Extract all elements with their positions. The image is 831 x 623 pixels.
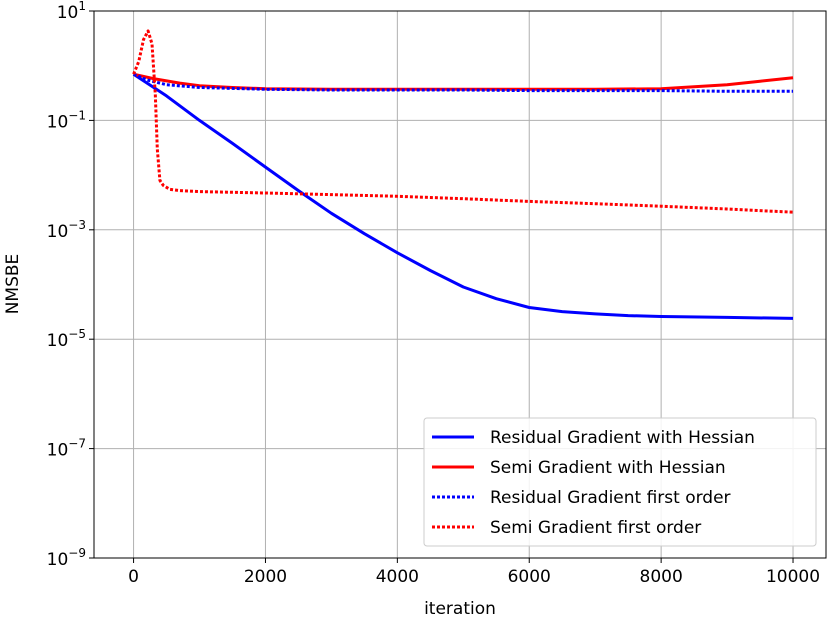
y-tick-label-exponent: −3 bbox=[68, 218, 86, 232]
x-tick-label: 4000 bbox=[376, 567, 419, 587]
y-tick-label-base: 10 bbox=[47, 441, 69, 461]
y-tick-label-base: 10 bbox=[47, 550, 69, 570]
legend: Residual Gradient with Hessian Semi Gradi… bbox=[423, 417, 817, 547]
x-tick-label: 10000 bbox=[766, 567, 820, 587]
y-tick-label-base: 10 bbox=[47, 112, 69, 132]
y-tick-label-exponent: 1 bbox=[78, 0, 86, 13]
series-line bbox=[132, 72, 794, 320]
y-tick-label: 10−1 bbox=[47, 108, 86, 132]
series-line bbox=[132, 29, 794, 214]
y-tick-label-exponent: −5 bbox=[68, 327, 86, 341]
series-line bbox=[133, 72, 793, 93]
series-lines bbox=[132, 29, 794, 320]
y-tick-label: 10−7 bbox=[47, 437, 86, 461]
legend-label: Semi Gradient first order bbox=[490, 518, 701, 538]
x-axis-ticks: 0 2000 4000 6000 8000 10000 bbox=[128, 558, 820, 587]
legend-box bbox=[423, 417, 817, 547]
x-tick-label: 2000 bbox=[244, 567, 287, 587]
x-tick-label: 8000 bbox=[640, 567, 683, 587]
y-tick-label: 10−5 bbox=[47, 327, 86, 351]
legend-label: Residual Gradient first order bbox=[490, 488, 731, 508]
x-axis-label: iteration bbox=[424, 599, 496, 619]
x-tick-label: 0 bbox=[128, 567, 139, 587]
y-tick-label: 10−9 bbox=[47, 546, 86, 570]
y-tick-label-base: 10 bbox=[47, 222, 69, 242]
y-tick-label-base: 10 bbox=[57, 3, 79, 23]
plot-area-frame bbox=[93, 10, 827, 559]
legend-label: Semi Gradient with Hessian bbox=[490, 458, 726, 478]
x-tick-label: 6000 bbox=[508, 567, 551, 587]
y-tick-label-exponent: −1 bbox=[68, 108, 86, 122]
legend-label: Residual Gradient with Hessian bbox=[490, 428, 755, 448]
y-tick-label-exponent: −9 bbox=[68, 546, 86, 560]
y-tick-label-exponent: −7 bbox=[68, 437, 86, 451]
y-tick-label-base: 10 bbox=[47, 331, 69, 351]
y-tick-label: 101 bbox=[57, 0, 86, 23]
y-axis-label: NMSBE bbox=[3, 254, 23, 315]
y-tick-label: 10−3 bbox=[47, 218, 86, 242]
